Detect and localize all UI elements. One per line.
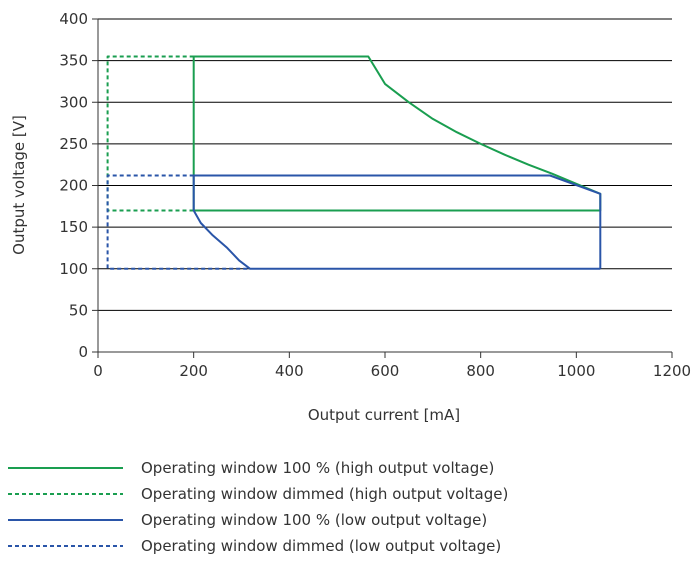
y-tick-label: 250 — [59, 135, 88, 153]
axes — [92, 18, 673, 358]
y-tick-label: 150 — [59, 218, 88, 236]
y-tick-label: 200 — [59, 177, 88, 195]
legend-label-4: Operating window dimmed (low output volt… — [141, 537, 501, 555]
y-tick-labels: 0 50 100 150 200 250 300 350 400 — [59, 10, 88, 361]
legend-label-3: Operating window 100 % (low output volta… — [141, 511, 487, 529]
legend-label-2: Operating window dimmed (high output vol… — [141, 485, 508, 503]
y-tick-label: 350 — [59, 52, 88, 70]
x-tick-labels: 0 200 400 600 800 1000 1200 — [93, 362, 691, 380]
series-line-1 — [192, 55, 602, 212]
x-axis-title: Output current [mA] — [308, 406, 460, 424]
y-axis-title: Output voltage [V] — [10, 115, 28, 255]
legend: Operating window 100 % (high output volt… — [8, 459, 508, 555]
gridlines — [98, 18, 672, 353]
series-line-2 — [106, 55, 194, 212]
x-tick-label: 400 — [275, 362, 304, 380]
legend-label-1: Operating window 100 % (high output volt… — [141, 459, 494, 477]
x-tick-label: 1000 — [557, 362, 595, 380]
x-tick-label: 600 — [371, 362, 400, 380]
y-tick-label: 100 — [59, 260, 88, 278]
x-tick-label: 800 — [466, 362, 495, 380]
y-tick-label: 0 — [78, 343, 88, 361]
series-line-4 — [106, 174, 251, 270]
series-line-3 — [192, 174, 602, 270]
y-tick-label: 400 — [59, 10, 88, 28]
y-tick-label: 300 — [59, 93, 88, 111]
series-lines — [106, 55, 602, 270]
x-tick-label: 200 — [179, 362, 208, 380]
y-tick-label: 50 — [69, 301, 88, 319]
x-tick-label: 0 — [93, 362, 103, 380]
x-tick-label: 1200 — [653, 362, 691, 380]
